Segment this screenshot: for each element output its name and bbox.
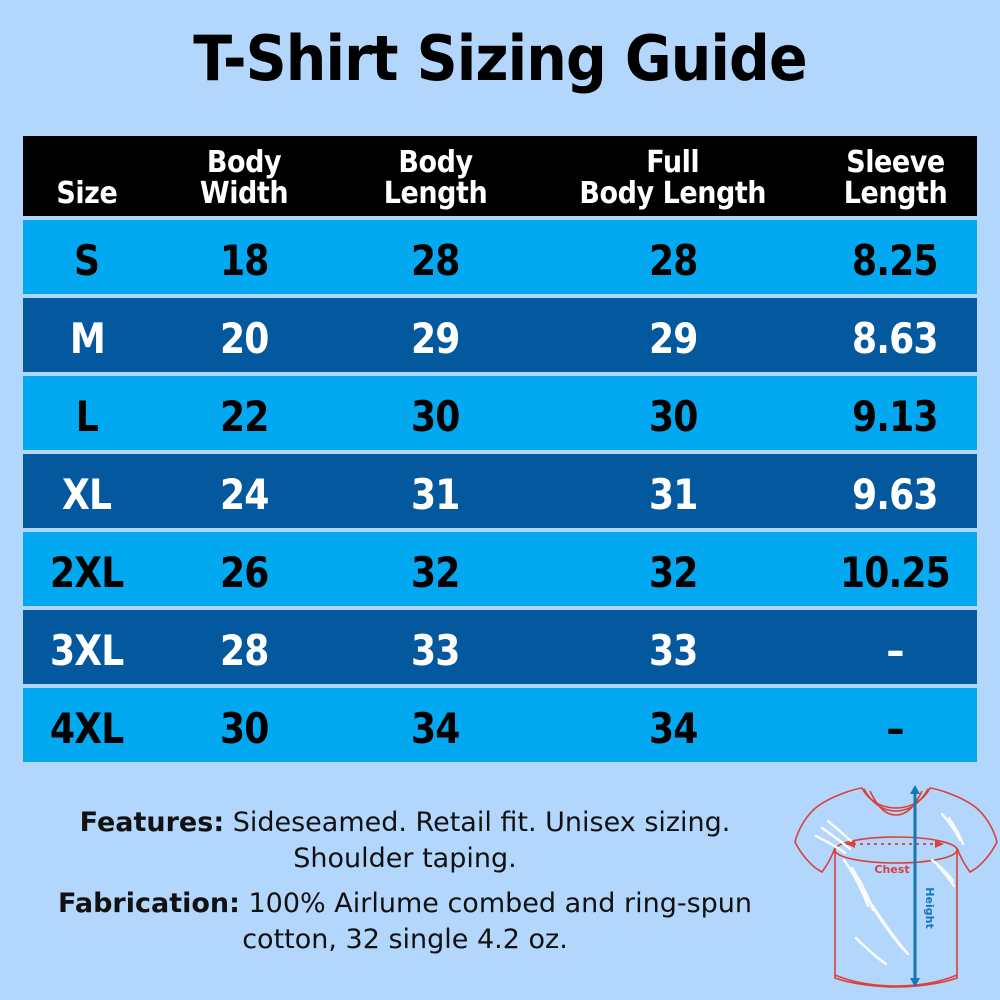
cell-full-body-length: 34 bbox=[648, 704, 698, 753]
sizing-table: Size Body Width Body Length Full Body Le… bbox=[23, 136, 977, 762]
fabrication-label: Fabrication: bbox=[57, 888, 240, 920]
table-row: XL 24 31 31 9.63 bbox=[23, 454, 977, 528]
table-row: 3XL 28 33 33 – bbox=[23, 610, 977, 684]
cell-body-width: 24 bbox=[219, 470, 269, 519]
column-header-body-length: Body Length bbox=[383, 144, 487, 211]
cell-body-width: 26 bbox=[219, 548, 269, 597]
cell-body-width: 30 bbox=[219, 704, 269, 753]
features-text: Sideseamed. Retail fit. Unisex sizing. S… bbox=[224, 807, 731, 874]
cell-full-body-length: 32 bbox=[648, 548, 698, 597]
cell-full-body-length: 33 bbox=[648, 626, 698, 675]
cell-body-width: 18 bbox=[219, 236, 269, 285]
cell-size: S bbox=[74, 236, 100, 285]
cell-size: 4XL bbox=[50, 704, 124, 753]
fabrication-note: Fabrication: 100% Airlume combed and rin… bbox=[20, 886, 790, 957]
page-title: T-Shirt Sizing Guide bbox=[193, 22, 807, 95]
fabrication-text: 100% Airlume combed and ring-spun cotton… bbox=[239, 888, 752, 955]
cell-size: 2XL bbox=[50, 548, 124, 597]
cell-sleeve-length: 9.63 bbox=[852, 470, 939, 519]
column-header-size: Size bbox=[56, 175, 118, 211]
features-note: Features: Sideseamed. Retail fit. Unisex… bbox=[20, 805, 790, 876]
cell-size: 3XL bbox=[50, 626, 124, 675]
height-measure-arrow bbox=[910, 785, 920, 987]
cell-full-body-length: 30 bbox=[648, 392, 698, 441]
table-row: L 22 30 30 9.13 bbox=[23, 376, 977, 450]
cell-size: XL bbox=[62, 470, 112, 519]
cell-full-body-length: 29 bbox=[648, 314, 698, 363]
cell-body-length: 33 bbox=[410, 626, 460, 675]
cell-body-width: 22 bbox=[219, 392, 269, 441]
cell-body-length: 31 bbox=[410, 470, 460, 519]
cell-body-length: 32 bbox=[410, 548, 460, 597]
height-label: Height bbox=[923, 887, 936, 928]
table-row: 2XL 26 32 32 10.25 bbox=[23, 532, 977, 606]
cell-size: M bbox=[69, 314, 105, 363]
features-label: Features: bbox=[79, 807, 225, 838]
column-header-sleeve-length: Sleeve Length bbox=[843, 144, 947, 211]
tshirt-measurement-diagram: Chest Height bbox=[792, 782, 1000, 1000]
cell-body-length: 34 bbox=[410, 704, 460, 753]
cell-size: L bbox=[75, 392, 99, 441]
chest-measure-arrow bbox=[846, 840, 944, 848]
cell-sleeve-length: 9.13 bbox=[852, 392, 939, 441]
cell-sleeve-length: – bbox=[886, 626, 904, 675]
cell-sleeve-length: 10.25 bbox=[840, 548, 951, 597]
cell-body-length: 30 bbox=[410, 392, 460, 441]
cell-body-length: 28 bbox=[410, 236, 460, 285]
chest-label: Chest bbox=[874, 863, 909, 876]
cell-body-length: 29 bbox=[410, 314, 460, 363]
cell-sleeve-length: 8.25 bbox=[852, 236, 939, 285]
table-row: 4XL 30 34 34 – bbox=[23, 688, 977, 762]
tshirt-icon: Chest Height bbox=[794, 785, 998, 988]
column-header-full-body-length: Full Body Length bbox=[579, 144, 767, 211]
cell-sleeve-length: 8.63 bbox=[852, 314, 939, 363]
cell-full-body-length: 28 bbox=[648, 236, 698, 285]
table-row: S 18 28 28 8.25 bbox=[23, 220, 977, 294]
cell-body-width: 28 bbox=[219, 626, 269, 675]
cell-body-width: 20 bbox=[219, 314, 269, 363]
column-header-body-width: Body Width bbox=[199, 144, 289, 211]
cell-sleeve-length: – bbox=[886, 704, 904, 753]
cell-full-body-length: 31 bbox=[648, 470, 698, 519]
table-row: M 20 29 29 8.63 bbox=[23, 298, 977, 372]
product-notes: Features: Sideseamed. Retail fit. Unisex… bbox=[20, 805, 790, 958]
table-header-row: Size Body Width Body Length Full Body Le… bbox=[23, 136, 977, 216]
